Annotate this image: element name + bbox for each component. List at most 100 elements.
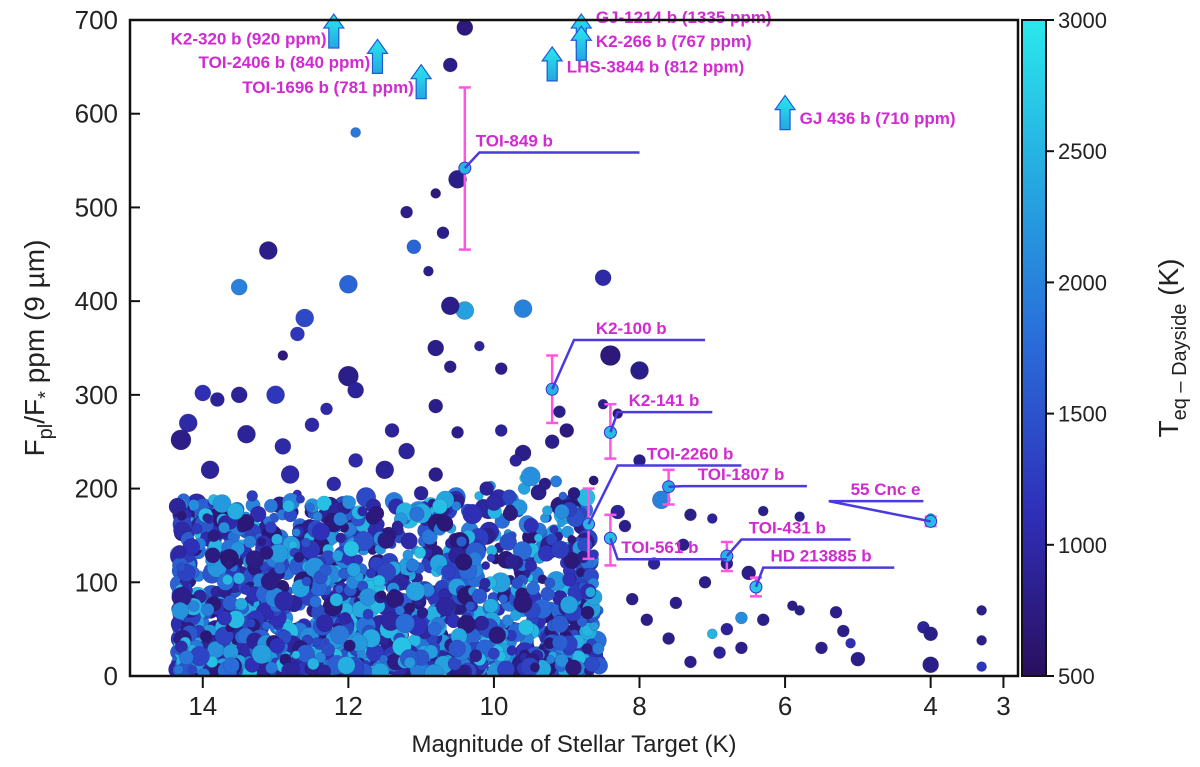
bg-point [448,639,466,658]
bg-point [245,550,265,570]
bg-point [581,643,593,655]
bg-point [353,530,375,552]
bg-point [526,581,541,596]
y-axis: 0 100 200 300 400 500 600 700 [75,5,140,691]
data-point [757,505,769,517]
annotation-label: TOI-561 b [621,538,698,557]
colorbar [1021,19,1047,677]
bg-point [550,475,563,488]
offscale-label: TOI-2406 b (840 ppm) [199,53,371,72]
bg-point [479,577,491,589]
colorbar-tick-label: 1000 [1058,533,1107,558]
bg-point [222,574,233,586]
data-point [923,626,938,642]
bg-point [212,494,232,514]
y-tick-label: 100 [75,567,118,597]
bg-point [424,663,445,676]
bg-point [240,584,252,595]
y-axis-label: Fpl/F* ppm (9 µm) [19,240,57,457]
data-point [756,613,770,627]
data-point [400,205,413,219]
bg-point [330,625,350,645]
data-point [976,635,987,646]
data-point [640,613,654,627]
annotation-label: TOI-849 b [476,132,553,151]
x-tick-label: 10 [479,691,508,721]
data-point [280,465,300,484]
bg-point [560,595,579,614]
data-point [456,20,474,36]
bg-point [187,664,198,675]
bg-point [249,505,267,523]
bg-point [311,637,322,647]
bg-point [400,532,418,550]
bg-point [172,544,187,559]
x-tick-label: 12 [334,691,363,721]
data-point [485,494,503,511]
bg-point [257,537,267,547]
annotation-label: K2-100 b [596,319,667,338]
bg-point [554,504,570,520]
offscale-label: K2-320 b (920 ppm) [171,29,327,48]
bg-point [246,618,256,628]
data-point [423,265,434,277]
bg-point [319,563,332,577]
bg-point [550,615,569,634]
data-point [448,170,467,189]
bg-point [545,533,558,546]
bg-point [334,584,344,594]
bg-point [562,572,577,587]
annotation-leader [609,537,727,561]
bg-point [395,613,415,634]
bg-point [338,612,352,625]
data-point [479,481,494,496]
bg-point [362,608,374,620]
x-axis: 14 12 10 8 6 4 3 [188,676,1011,721]
x-tick-label: 6 [778,691,792,721]
annotation-label: K2-141 b [629,391,700,410]
bg-point [199,630,213,643]
colorbar-tick-label: 500 [1058,664,1095,689]
bg-point [232,572,245,585]
colorbar-tick-label: 2000 [1058,270,1107,295]
data-point [794,511,805,522]
bg-point [546,654,556,665]
bg-point [524,559,538,572]
data-point [320,402,333,416]
bg-point [402,549,414,561]
bg-point [511,577,523,590]
bg-point [394,605,405,616]
bg-point [237,514,255,532]
data-point [384,423,400,438]
annotation-leader [609,410,713,433]
bg-point [542,505,553,517]
bg-point [558,491,568,501]
x-tick-label: 3 [996,691,1010,721]
bg-point [565,659,582,676]
data-point [553,405,566,419]
bg-point [246,490,258,502]
x-tick-label: 14 [188,691,217,721]
bg-point [483,598,499,614]
bg-point [329,592,344,607]
data-point [735,611,748,625]
bg-point [333,512,348,527]
data-point [338,365,359,387]
annotation-label: TOI-1807 b [698,465,785,484]
annotation-leader [725,538,851,557]
data-point [398,442,415,460]
bg-point [234,597,248,611]
data-point [829,605,843,619]
bg-point [301,576,312,587]
bg-point [427,622,442,637]
bg-point [471,588,488,604]
annotation-leader [587,464,742,525]
y-tick-label: 300 [75,380,118,410]
data-point [442,57,458,73]
bg-point [251,643,272,665]
data-point [428,398,444,414]
bg-point [585,586,596,598]
bg-point [371,662,390,676]
data-point [618,519,632,533]
